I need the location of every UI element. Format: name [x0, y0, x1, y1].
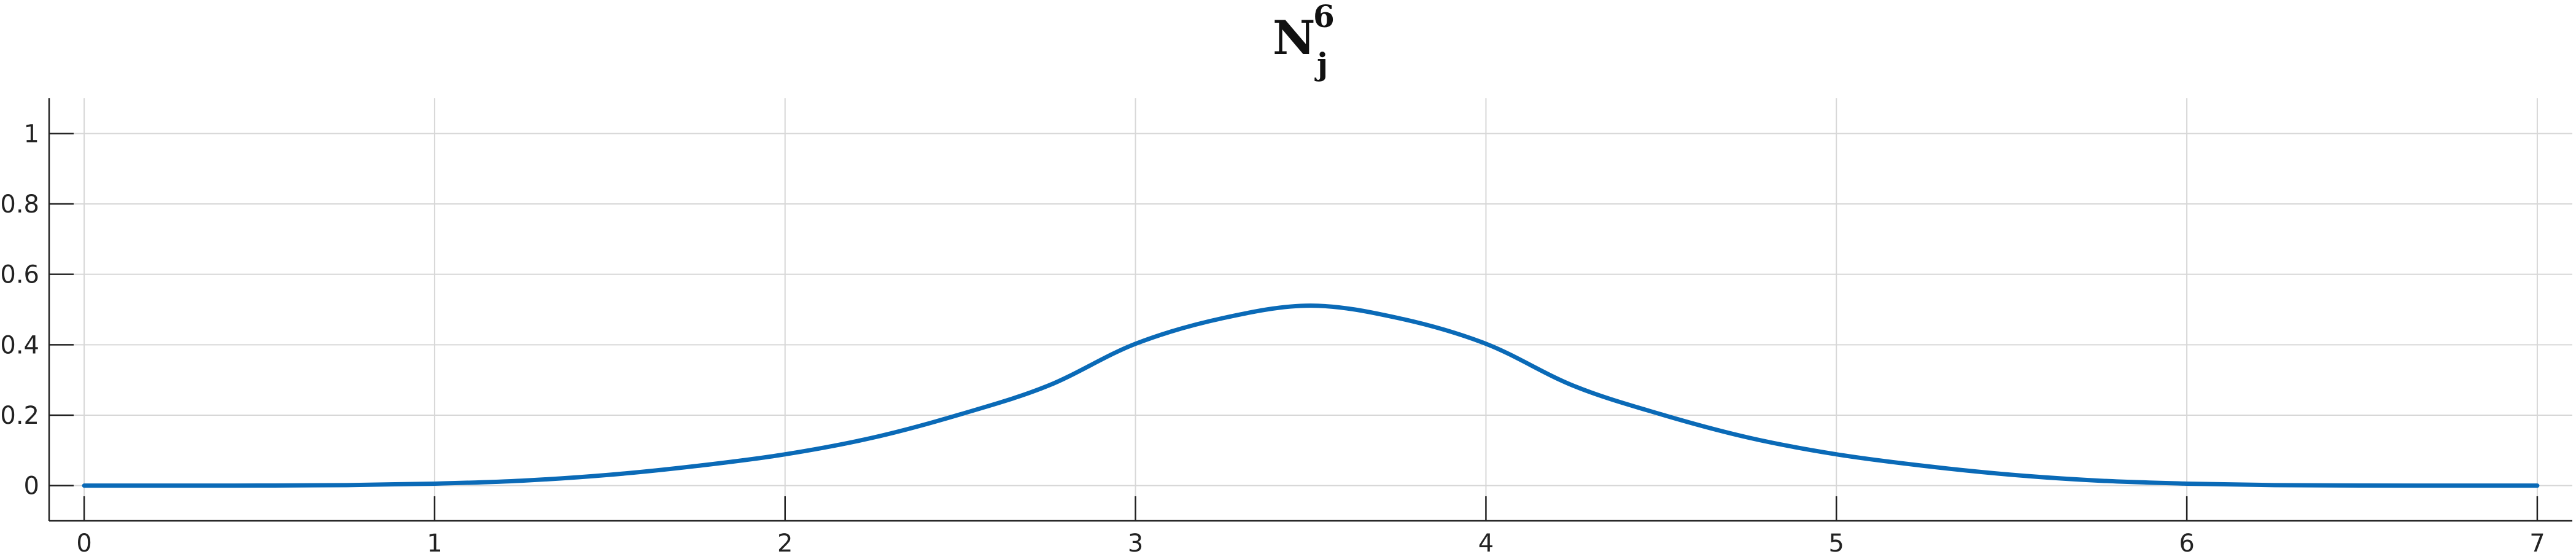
x-tick-label: 2: [777, 529, 793, 554]
grid: [49, 98, 2572, 521]
series: [82, 303, 2540, 488]
x-tick-label: 0: [76, 529, 91, 554]
y-tick-label: 0.6: [0, 261, 39, 289]
x-tick-label: 3: [1128, 529, 1143, 554]
axes: [48, 98, 2572, 522]
x-tick-label: 1: [427, 529, 442, 554]
x-tick-label: 5: [1829, 529, 1844, 554]
ticks: 0 1 2 3 4 5 6 7 0 0.2 0.4 0.6 0.8 1: [0, 120, 2545, 554]
x-tick-label: 4: [1478, 529, 1494, 554]
chart-title: N: [1273, 10, 1315, 65]
x-tick-label: 7: [2529, 529, 2545, 554]
y-tick-label: 0.8: [0, 190, 39, 219]
y-tick-label: 1: [24, 120, 39, 148]
y-tick-label: 0.4: [0, 331, 39, 359]
chart-title-subscript: j: [1314, 46, 1328, 82]
x-tick-label: 6: [2179, 529, 2194, 554]
chart-title-superscript: 6: [1313, 0, 1335, 34]
y-tick-label: 0: [24, 472, 39, 501]
series-line: [82, 303, 2540, 488]
chart-title-main: N: [1273, 10, 1315, 65]
y-tick-label: 0.2: [0, 402, 39, 430]
